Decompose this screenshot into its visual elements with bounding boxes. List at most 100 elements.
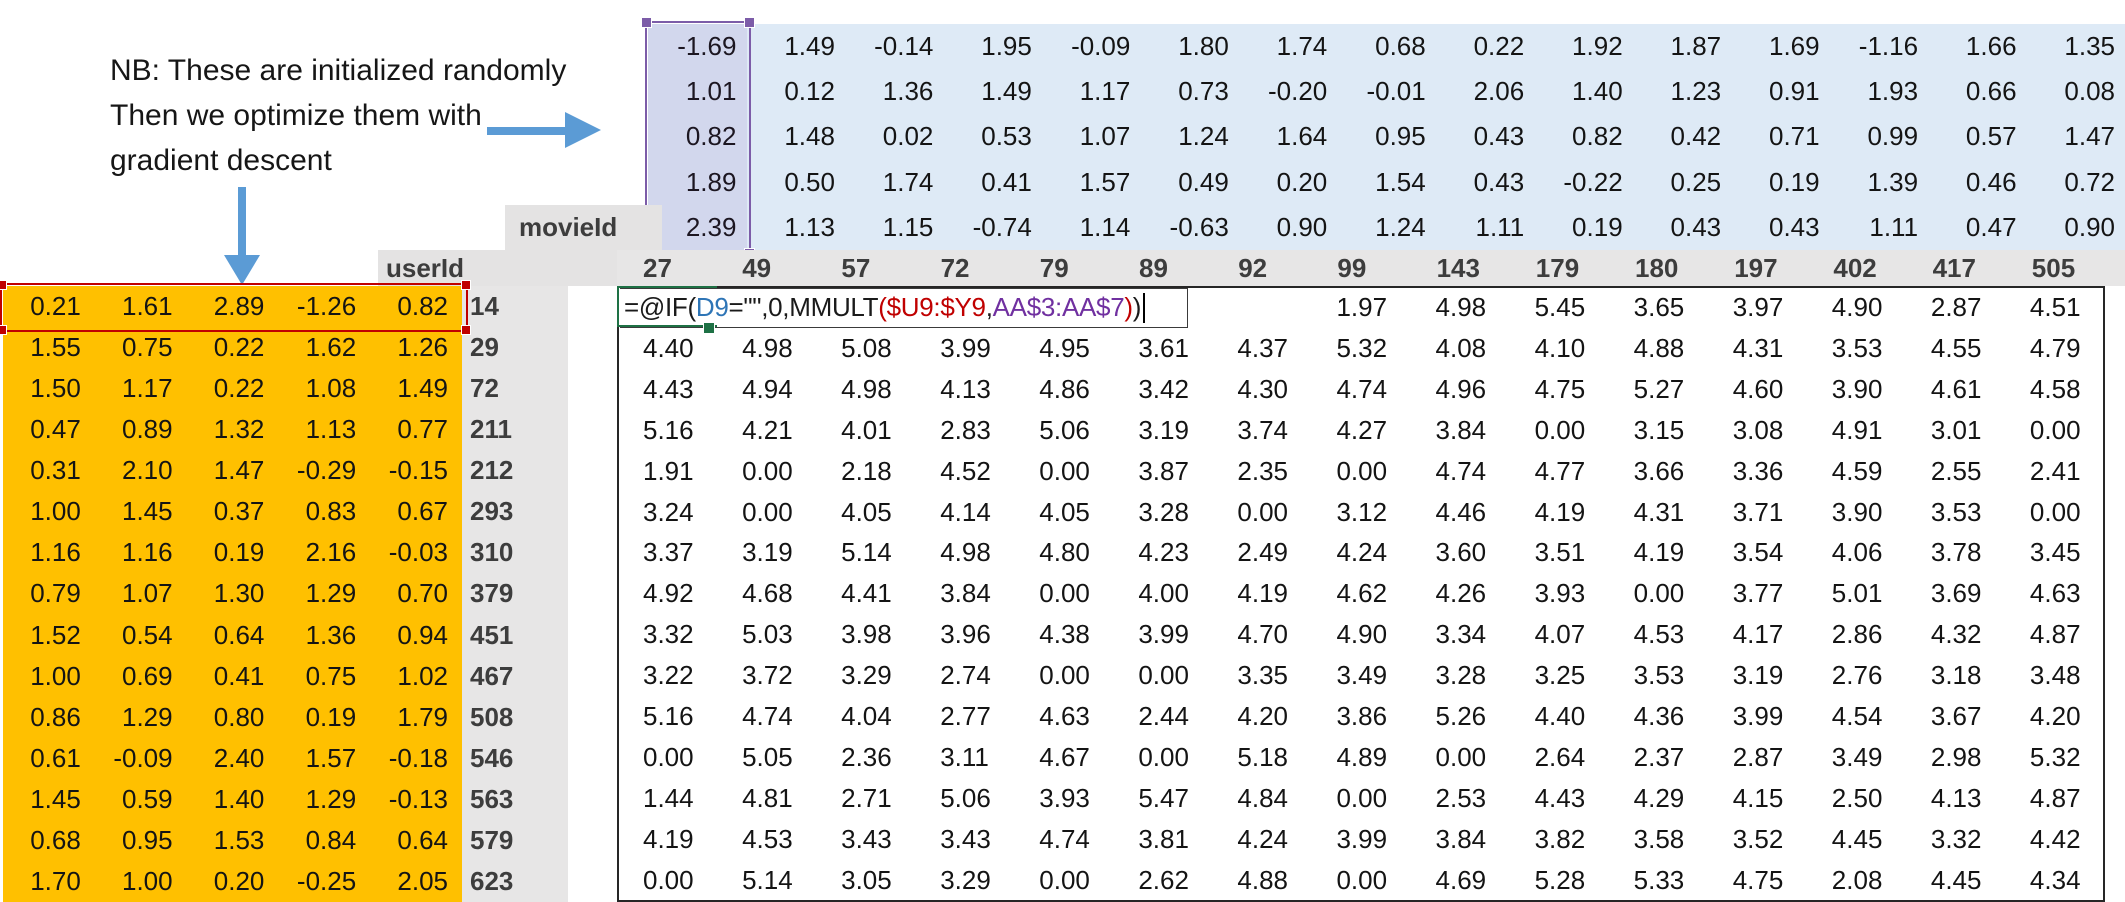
prediction-cell[interactable]: 2.98 [1930,741,1982,772]
movie-factor-cell[interactable]: -0.74 [972,211,1032,242]
movie-factor-cell[interactable]: 0.08 [2064,76,2115,107]
prediction-cell[interactable]: 3.58 [1633,823,1685,854]
user-factor-cell[interactable]: -0.15 [388,455,448,486]
prediction-cell[interactable]: 1.91 [643,455,694,486]
movie-id-header-cell[interactable]: 72 [940,252,970,283]
prediction-cell[interactable]: 5.33 [1633,864,1685,895]
prediction-cell[interactable]: 4.05 [1039,496,1090,527]
user-factor-cell[interactable]: 1.26 [397,332,448,363]
prediction-cell[interactable]: 4.20 [1237,700,1288,731]
prediction-cell[interactable]: 3.32 [1930,823,1982,854]
prediction-cell[interactable]: 3.19 [1138,414,1189,445]
user-factor-cell[interactable]: -0.13 [388,783,448,814]
user-factor-cell[interactable]: 1.52 [30,619,81,650]
movie-factor-cell[interactable]: 0.72 [2064,166,2115,197]
movie-factor-cell[interactable]: -0.09 [1071,31,1131,62]
movie-factor-cell[interactable]: 1.11 [1475,211,1525,242]
prediction-cell[interactable]: 0.00 [742,496,793,527]
user-id-row-header-cell[interactable]: 14 [470,291,499,322]
prediction-cell[interactable]: 4.53 [742,823,793,854]
prediction-cell[interactable]: 0.00 [643,864,694,895]
prediction-cell[interactable]: 2.77 [940,700,991,731]
prediction-cell[interactable]: 4.90 [1336,619,1388,650]
prediction-cell[interactable]: 4.87 [2029,619,2081,650]
prediction-cell[interactable]: 4.96 [1435,373,1487,404]
prediction-cell[interactable]: 3.60 [1435,537,1487,568]
user-factor-cell[interactable]: 0.21 [30,291,81,322]
prediction-cell[interactable]: 4.32 [1930,619,1982,650]
prediction-cell[interactable]: 4.75 [1732,864,1784,895]
prediction-cell[interactable]: 4.67 [1039,741,1090,772]
prediction-cell[interactable]: 3.87 [1138,455,1189,486]
user-factor-cell[interactable]: 0.95 [121,824,173,855]
prediction-cell[interactable]: 2.53 [1435,782,1487,813]
user-factor-cell[interactable]: 0.75 [121,332,173,363]
user-id-row-header-cell[interactable]: 379 [470,578,514,609]
user-factor-cell[interactable]: 1.55 [30,332,81,363]
prediction-cell[interactable]: 3.15 [1633,414,1685,445]
prediction-cell[interactable]: 4.45 [1930,864,1982,895]
movie-factor-cell[interactable]: 1.49 [784,31,835,62]
prediction-cell[interactable]: 4.81 [742,782,793,813]
user-factor-cell[interactable]: 0.80 [213,701,265,732]
prediction-cell[interactable]: 0.00 [1039,455,1090,486]
user-id-row-header-cell[interactable]: 623 [470,865,514,896]
movie-factor-cell[interactable]: 1.15 [882,211,934,242]
prediction-cell[interactable]: 4.58 [2029,373,2081,404]
movie-id-header-cell[interactable]: 89 [1138,252,1168,283]
prediction-cell[interactable]: 5.32 [2029,741,2081,772]
user-id-row-header-cell[interactable]: 563 [470,783,514,814]
movie-id-header-cell[interactable]: 49 [742,252,772,283]
prediction-cell[interactable]: 4.43 [643,373,694,404]
prediction-cell[interactable]: 1.44 [643,782,694,813]
prediction-cell[interactable]: 0.00 [1138,741,1189,772]
prediction-cell[interactable]: 4.08 [1435,332,1487,363]
movie-factor-cell[interactable]: 1.93 [1867,76,1919,107]
prediction-cell[interactable]: 4.34 [2029,864,2081,895]
prediction-cell[interactable]: 4.84 [1237,782,1288,813]
prediction-cell[interactable]: 4.19 [1633,537,1685,568]
prediction-cell[interactable]: 4.74 [1336,373,1388,404]
prediction-cell[interactable]: 0.00 [1039,660,1090,691]
prediction-cell[interactable]: 3.97 [1732,292,1784,322]
prediction-cell[interactable]: 4.63 [2029,578,2081,609]
user-factor-cell[interactable]: 0.79 [30,578,81,609]
prediction-cell[interactable]: 3.11 [940,741,989,772]
prediction-cell[interactable]: 3.28 [1435,660,1487,691]
prediction-cell[interactable]: 4.60 [1732,373,1784,404]
prediction-cell[interactable]: 0.00 [643,741,694,772]
movie-factor-cell[interactable]: 1.48 [784,121,835,152]
prediction-cell[interactable]: 4.68 [742,578,793,609]
movie-factor-cell[interactable]: 0.19 [1768,166,1820,197]
prediction-cell[interactable]: 4.15 [1732,782,1784,813]
prediction-cell[interactable]: 5.01 [1831,578,1883,609]
prediction-cell[interactable]: 5.14 [841,537,892,568]
prediction-cell[interactable]: 4.62 [1336,578,1388,609]
movie-factor-cell[interactable]: 2.06 [1473,76,1525,107]
prediction-cell[interactable]: 2.41 [2029,455,2081,486]
user-factor-cell[interactable]: 0.67 [397,496,448,527]
movie-factor-cell[interactable]: -1.16 [1858,31,1919,62]
prediction-cell[interactable]: 3.19 [742,537,793,568]
prediction-cell[interactable]: 4.43 [1534,782,1586,813]
prediction-cell[interactable]: 0.00 [1039,864,1090,895]
movie-factor-cell[interactable]: 0.66 [1965,76,2017,107]
movie-factor-cell[interactable]: -1.69 [677,31,737,62]
prediction-cell[interactable]: 3.08 [1732,414,1784,445]
user-factor-cell[interactable]: 1.61 [121,291,173,322]
user-factor-cell[interactable]: -0.25 [296,865,357,896]
movie-factor-cell[interactable]: 0.68 [1375,31,1426,62]
movie-factor-cell[interactable]: 0.95 [1375,121,1426,152]
prediction-cell[interactable]: 4.30 [1237,373,1288,404]
prediction-cell[interactable]: 3.65 [1633,292,1685,322]
prediction-cell[interactable]: 4.52 [940,455,991,486]
prediction-cell[interactable]: 5.45 [1534,292,1586,322]
prediction-cell[interactable]: 3.96 [940,619,991,650]
movie-factor-cell[interactable]: 0.43 [1473,121,1525,152]
prediction-cell[interactable]: 4.75 [1534,373,1586,404]
prediction-cell[interactable]: 2.64 [1534,741,1586,772]
user-factor-cell[interactable]: 0.94 [397,619,448,650]
prediction-cell[interactable]: 3.28 [1138,496,1189,527]
movie-factor-cell[interactable]: 1.89 [685,166,737,197]
prediction-cell[interactable]: 0.00 [1039,578,1090,609]
